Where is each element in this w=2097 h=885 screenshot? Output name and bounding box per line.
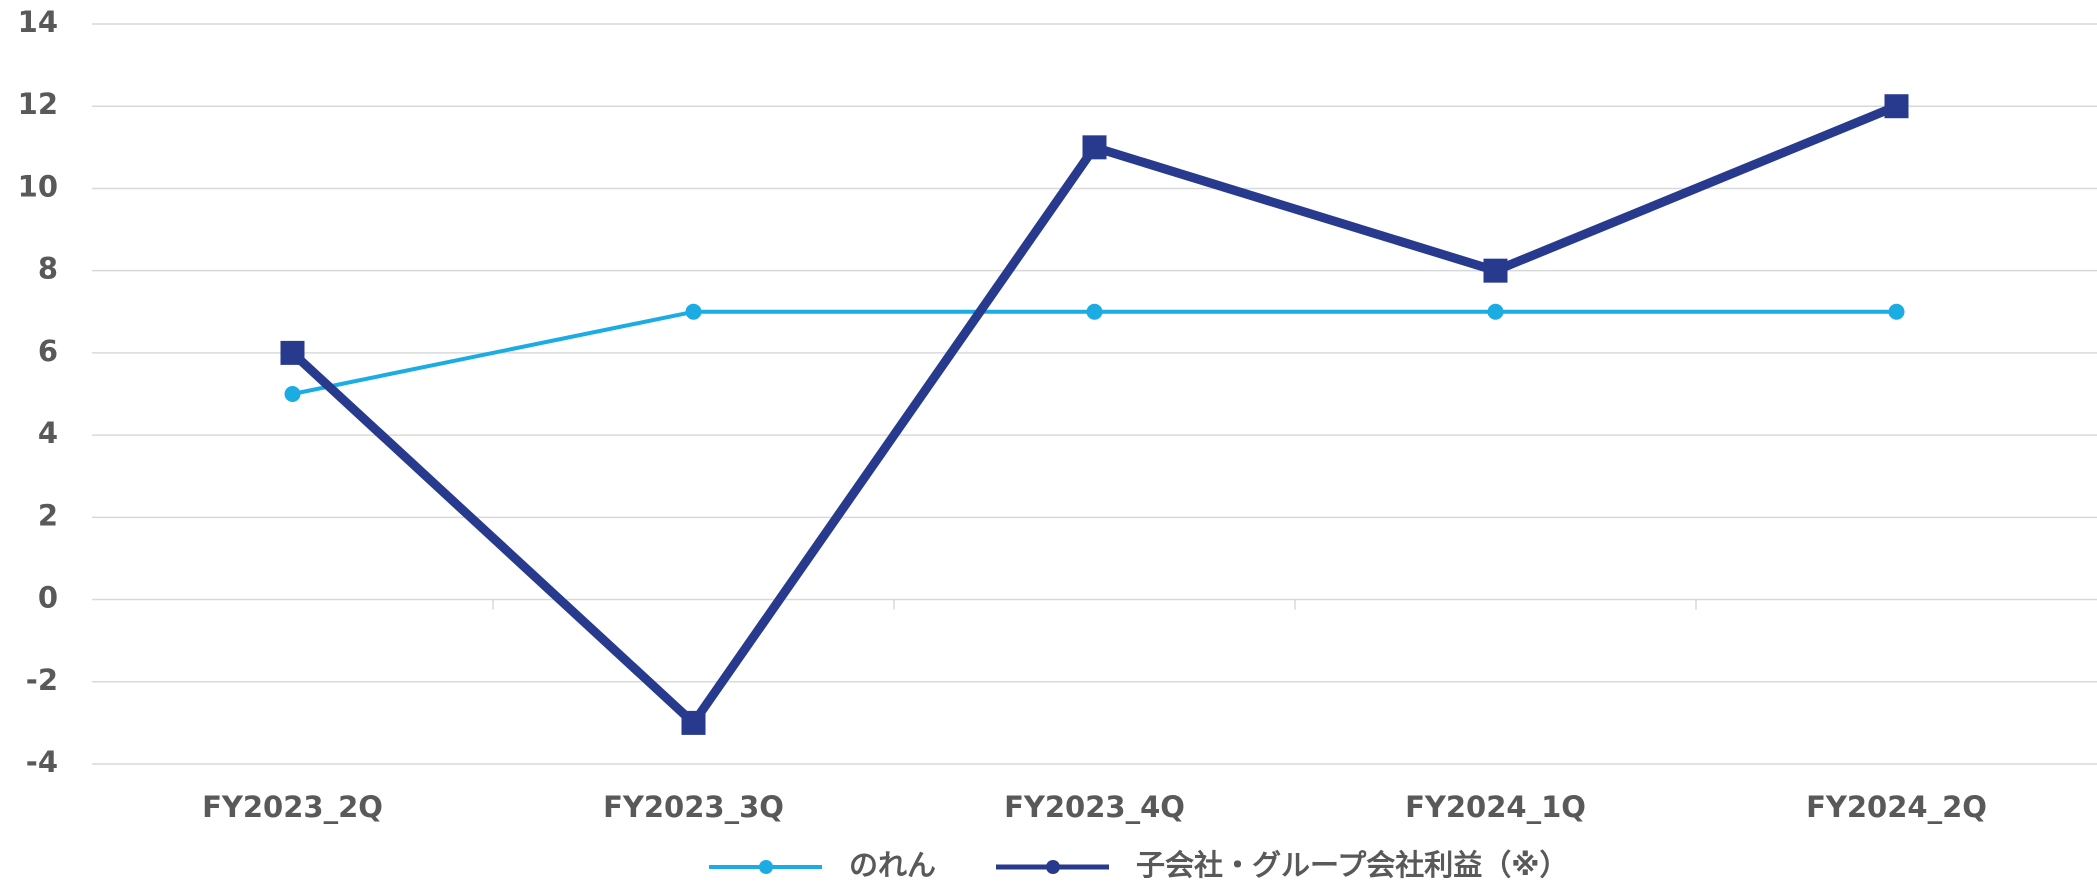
legend-label: 子会社・グループ会社利益（※） (1136, 848, 1568, 882)
y-tick-label: 0 (38, 581, 58, 615)
legend-marker (759, 860, 773, 874)
point (681, 710, 706, 735)
point (685, 303, 702, 320)
point (1086, 303, 1103, 320)
legend-marker (1046, 860, 1060, 874)
point (1483, 258, 1508, 283)
x-tick-label: FY2024_2Q (1806, 790, 1987, 824)
y-tick-label: 2 (38, 498, 58, 532)
point (284, 386, 301, 402)
y-tick-label: -2 (26, 663, 58, 697)
y-tick-label: 14 (18, 5, 58, 39)
y-tick-label: 12 (18, 87, 58, 121)
x-tick-label: FY2023_2Q (202, 790, 383, 824)
point (1082, 135, 1107, 160)
y-tick-label: 8 (38, 252, 58, 286)
y-tick-label: -4 (26, 745, 58, 779)
x-tick-label: FY2023_3Q (603, 790, 784, 824)
point (1487, 303, 1504, 320)
legend-label: のれん (849, 848, 936, 882)
y-tick-label: 6 (38, 334, 58, 368)
x-tick-label: FY2023_4Q (1004, 790, 1185, 824)
x-tick-label: FY2024_1Q (1405, 790, 1586, 824)
point (1888, 303, 1905, 320)
series-line (289, 102, 1899, 728)
point (280, 340, 305, 365)
point (1884, 94, 1909, 119)
y-tick-label: 4 (38, 416, 58, 450)
y-tick-label: 10 (18, 169, 58, 203)
